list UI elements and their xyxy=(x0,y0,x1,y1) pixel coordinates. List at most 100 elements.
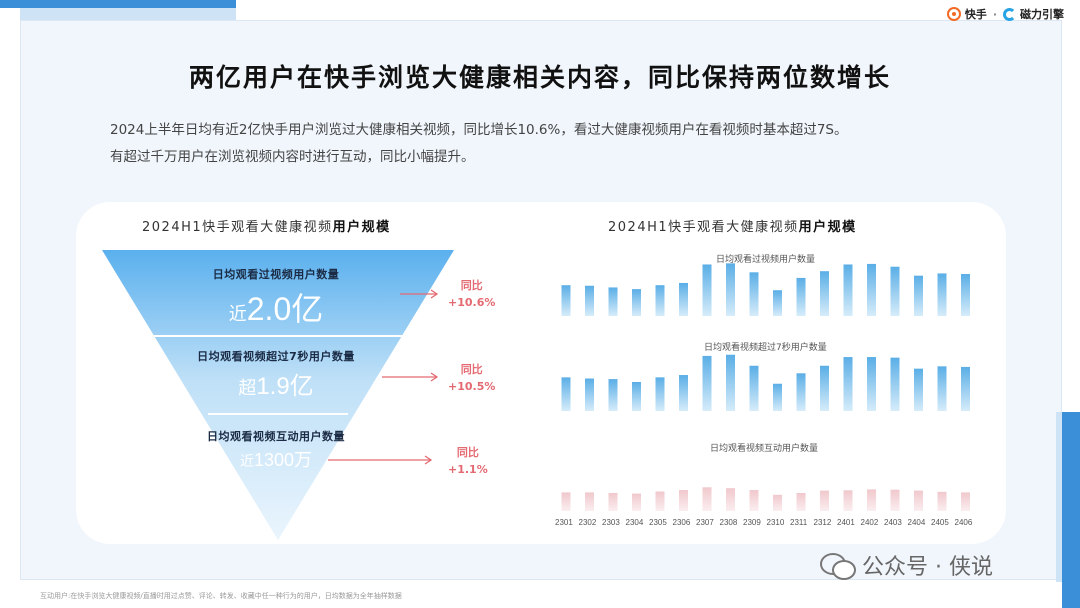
funnel-level-3: 日均观看视频互动用户数量 近1300万 xyxy=(200,428,352,472)
arrow-head-icon xyxy=(430,372,439,382)
bar-2301 xyxy=(561,285,571,316)
section-title-plain: 2024H1快手观看大健康视频 xyxy=(608,220,799,235)
bar-2310 xyxy=(773,290,782,316)
yoy-label: 同比 xyxy=(456,446,479,459)
funnel-label: 日均观看视频超过7秒用户数量 xyxy=(197,350,355,363)
x-tick-label: 2311 xyxy=(790,518,808,527)
footnote: 互动用户:在快手浏览大健康视频/直播时用过点赞、评论、转发、收藏中任一种行为的用… xyxy=(40,592,402,600)
bar-2303 xyxy=(608,379,618,411)
bar-2307 xyxy=(702,487,712,511)
bar-2311 xyxy=(796,373,806,411)
bar-2403 xyxy=(890,489,900,511)
bar-2402 xyxy=(867,489,876,511)
bar-2305 xyxy=(655,285,665,316)
yoy-value: +10.6% xyxy=(448,296,496,309)
bar-2301 xyxy=(561,377,571,411)
x-tick-label: 2312 xyxy=(813,518,832,527)
kuaishou-brand: 快手 xyxy=(964,8,987,21)
brand-logos: 快手 · 磁力引擎 xyxy=(946,6,1064,22)
funnel-value: 近2.0亿 xyxy=(190,284,362,330)
funnel-value-number: 1.9亿 xyxy=(256,373,314,400)
bar-2305 xyxy=(655,377,665,411)
bar-2303 xyxy=(608,287,618,316)
bar-2402 xyxy=(867,357,876,411)
x-tick-label: 2406 xyxy=(954,518,973,527)
funnel-shape xyxy=(102,250,454,540)
yoy-growth-3: 同比 +1.1% xyxy=(448,444,488,478)
x-tick-label: 2310 xyxy=(766,518,785,527)
bar-2405 xyxy=(937,491,947,511)
bar-2307 xyxy=(702,264,712,316)
funnel-chart xyxy=(102,250,454,540)
bar-2402 xyxy=(867,263,876,316)
x-tick-label: 2304 xyxy=(625,518,644,527)
bar-2307 xyxy=(702,355,712,411)
description-line: 有超过千万用户在浏览视频内容时进行互动，同比小幅提升。 xyxy=(110,149,475,165)
bar-2305 xyxy=(655,491,665,511)
bar-2404 xyxy=(914,368,923,411)
bar-2312 xyxy=(820,271,829,316)
bar-2406 xyxy=(961,366,970,411)
x-tick-label: 2401 xyxy=(837,518,855,527)
bar-2302 xyxy=(585,378,594,411)
watermark: 公众号 · 侠说 xyxy=(820,549,993,581)
x-tick-label: 2405 xyxy=(931,518,949,527)
cili-logo-icon xyxy=(1003,7,1016,21)
bar-2406 xyxy=(961,274,970,316)
bar-2310 xyxy=(773,494,782,511)
bar-2308 xyxy=(726,488,735,511)
funnel-value-prefix: 近 xyxy=(239,453,254,469)
wechat-icon xyxy=(820,551,856,580)
funnel-value-number: 2.0亿 xyxy=(246,291,324,327)
x-tick-label: 2402 xyxy=(860,518,879,527)
bar-2401 xyxy=(843,264,853,316)
bar-2405 xyxy=(937,273,947,316)
decor-stripe xyxy=(0,0,236,8)
bar-2401 xyxy=(843,490,853,511)
bar-2309 xyxy=(749,272,759,316)
arrow-head-icon xyxy=(430,289,439,299)
decor-side-bar xyxy=(1062,412,1080,608)
yoy-value: +10.5% xyxy=(448,380,496,393)
bars-section-title: 2024H1快手观看大健康视频用户规模 xyxy=(608,216,857,235)
bar-2401 xyxy=(843,357,853,411)
kuaishou-logo-icon xyxy=(946,7,961,21)
yoy-value: +1.1% xyxy=(448,463,488,476)
bar-2306 xyxy=(679,375,688,411)
yoy-growth-1: 同比 +10.6% xyxy=(448,277,495,311)
x-tick-label: 2307 xyxy=(696,518,714,527)
watermark-text: 公众号 · 侠说 xyxy=(862,555,993,580)
bar-2312 xyxy=(820,365,829,411)
cili-brand: 磁力引擎 xyxy=(1020,8,1064,21)
chart-title: 日均观看视频超过7秒用户数量 xyxy=(704,343,827,353)
bar-2309 xyxy=(749,490,759,511)
x-tick-label: 2302 xyxy=(578,518,597,527)
bar-2304 xyxy=(632,289,641,316)
decor-stripe-light xyxy=(20,8,236,20)
bar-2308 xyxy=(726,354,735,411)
bar-2311 xyxy=(796,493,806,511)
bar-2302 xyxy=(585,285,594,316)
funnel-label: 日均观看视频互动用户数量 xyxy=(207,430,345,443)
x-tick-label: 2303 xyxy=(602,518,620,527)
chart-title: 日均观看视频互动用户数量 xyxy=(710,444,819,454)
x-tick-label: 2309 xyxy=(743,518,761,527)
page-title: 两亿用户在快手浏览大健康相关内容，同比保持两位数增长 xyxy=(188,63,891,92)
bar-2404 xyxy=(914,490,923,511)
description-line: 2024上半年日均有近2亿快手用户浏览过大健康相关视频，同比增长10.6%，看过… xyxy=(110,122,848,138)
x-tick-label: 2301 xyxy=(555,518,573,527)
bar-2309 xyxy=(749,365,759,411)
yoy-label: 同比 xyxy=(460,279,483,292)
arrow-head-icon xyxy=(424,455,433,465)
funnel-level-1: 日均观看过视频用户数量 近2.0亿 xyxy=(190,266,362,330)
brand-separator: · xyxy=(992,7,997,21)
chart-title: 日均观看过视频用户数量 xyxy=(716,255,816,265)
yoy-growth-2: 同比 +10.5% xyxy=(448,361,495,395)
bar-2403 xyxy=(890,357,900,411)
x-tick-label: 2403 xyxy=(884,518,902,527)
funnel-label: 日均观看过视频用户数量 xyxy=(212,268,340,281)
funnel-value-prefix: 近 xyxy=(228,304,247,324)
funnel-section-title: 2024H1快手观看大健康视频用户规模 xyxy=(142,216,391,235)
x-tick-label: 2308 xyxy=(719,518,738,527)
